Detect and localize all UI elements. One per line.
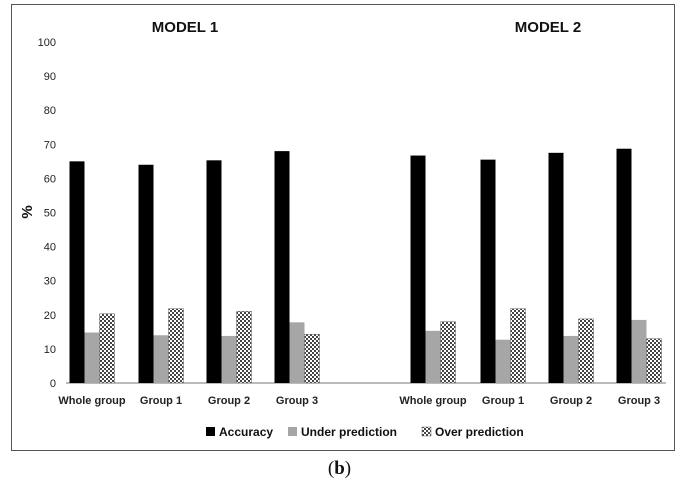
- legend-swatch-2: [288, 427, 297, 436]
- caption-close: ): [344, 458, 352, 479]
- legend-swatch-3: [421, 426, 432, 437]
- legend-swatch-1: [206, 427, 215, 436]
- category-label-2-2: Group 1: [482, 395, 524, 407]
- chart-frame: [11, 4, 675, 451]
- bar-under-prediction-1-3: [221, 335, 237, 383]
- bar-over-prediction-1-4: [304, 333, 320, 384]
- legend-label-3: Over prediction: [435, 425, 524, 439]
- figure-caption: (b): [0, 458, 679, 480]
- bar-under-prediction-2-1: [425, 330, 441, 383]
- category-label-1-2: Group 1: [140, 395, 182, 407]
- y-axis-label: %: [19, 205, 36, 218]
- bar-accuracy-2-4: [616, 148, 632, 383]
- bar-accuracy-1-4: [274, 151, 290, 383]
- y-tick-label-0: 0: [50, 378, 56, 390]
- legend-label-2: Under prediction: [301, 425, 397, 439]
- bar-accuracy-1-1: [69, 161, 85, 383]
- bar-over-prediction-2-2: [510, 308, 526, 384]
- category-label-1-4: Group 3: [276, 395, 318, 407]
- y-tick-label-3: 30: [44, 276, 56, 288]
- bar-accuracy-1-3: [206, 160, 222, 383]
- category-label-2-3: Group 2: [550, 395, 592, 407]
- panel-title-1: MODEL 1: [152, 19, 218, 36]
- bar-accuracy-1-2: [138, 164, 154, 383]
- y-tick-label-9: 90: [44, 71, 56, 83]
- bar-under-prediction-2-3: [563, 335, 579, 383]
- bar-over-prediction-1-2: [168, 308, 184, 384]
- y-tick-label-2: 20: [44, 310, 56, 322]
- y-tick-label-10: 100: [38, 37, 56, 49]
- y-tick-label-4: 40: [44, 242, 56, 254]
- bar-accuracy-2-2: [480, 159, 496, 383]
- y-tick-label-7: 70: [44, 139, 56, 151]
- bars: [69, 148, 662, 384]
- bar-under-prediction-1-4: [289, 322, 305, 383]
- y-tick-label-8: 80: [44, 105, 56, 117]
- bar-over-prediction-1-3: [236, 311, 252, 384]
- bar-under-prediction-1-2: [153, 335, 169, 383]
- axes: 0 10 20 30 40 50 60 70 80 90 100% MODEL 1 Whole grou…: [19, 19, 666, 407]
- caption-open: (: [327, 458, 335, 479]
- bar-under-prediction-2-4: [631, 319, 647, 383]
- y-tick-label-1: 10: [44, 344, 56, 356]
- caption-letter: b: [334, 458, 345, 479]
- bar-chart: 0 10 20 30 40 50 60 70 80 90 100% MODEL 1 Whole grou…: [19, 19, 666, 439]
- bar-over-prediction-2-3: [578, 318, 594, 384]
- bar-over-prediction-2-4: [646, 338, 662, 384]
- bar-accuracy-2-3: [548, 152, 564, 383]
- bar-over-prediction-2-1: [440, 321, 456, 384]
- panel-title-2: MODEL 2: [515, 19, 581, 36]
- category-label-2-1: Whole group: [399, 395, 466, 407]
- y-tick-label-5: 50: [44, 208, 56, 220]
- category-label-2-4: Group 3: [618, 395, 660, 407]
- legend: Accuracy Under prediction Over prediction: [206, 425, 524, 439]
- category-label-1-3: Group 2: [208, 395, 250, 407]
- bar-accuracy-2-1: [410, 155, 426, 383]
- bar-under-prediction-1-1: [84, 332, 100, 383]
- bar-under-prediction-2-2: [495, 339, 511, 383]
- category-label-1-1: Whole group: [58, 395, 125, 407]
- bar-over-prediction-1-1: [99, 313, 115, 384]
- y-tick-label-6: 60: [44, 173, 56, 185]
- legend-label-1: Accuracy: [219, 425, 273, 439]
